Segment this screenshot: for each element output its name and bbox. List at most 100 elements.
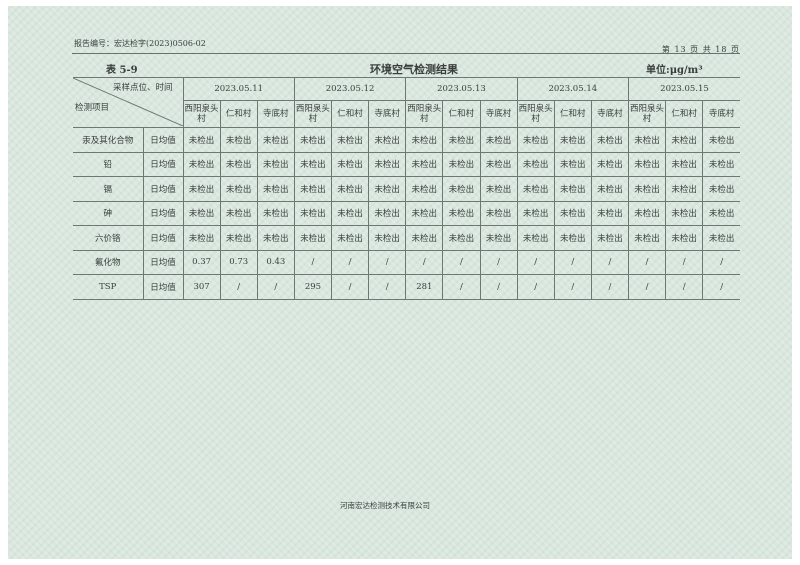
value-cell: /	[442, 274, 481, 300]
value-cell: /	[627, 274, 667, 300]
value-cell: 未检出	[182, 225, 221, 251]
value-cell: /	[702, 249, 740, 275]
page-number: 第 13 页 共 18 页	[661, 45, 740, 54]
value-cell: 未检出	[368, 200, 407, 226]
value-cell: /	[293, 249, 333, 275]
value-cell: /	[553, 249, 592, 275]
value-cell: 未检出	[219, 127, 258, 153]
value-cell: 未检出	[293, 127, 333, 153]
value-cell: 未检出	[553, 200, 592, 226]
value-cell: 未检出	[256, 200, 295, 226]
value-cell: 未检出	[442, 151, 481, 177]
value-cell: 未检出	[442, 176, 481, 202]
value-cell: 未检出	[330, 200, 370, 226]
table-title: 环境空气检测结果	[370, 63, 458, 76]
corner-bottom-label: 检测项目	[75, 103, 110, 113]
value-cell: 未检出	[405, 200, 444, 226]
table-row: TSP 日均值 307//295//281// / / / / / /	[73, 274, 740, 300]
table-row: 铅日均值 未检出 未检出 未检出 未检出 未检出 未检出 未检出 未检出 未检出 未检出 未检出 未检出…	[73, 151, 740, 177]
table-row: 砷日均值 未检出 未检出 未检出 未检出 未检出 未检出 未检出 未检出 未检出 未检出 未检出 未检出…	[73, 200, 740, 226]
value-cell: 未检出	[219, 176, 258, 202]
value-cell: 未检出	[479, 225, 518, 251]
value-cell: 未检出	[182, 127, 221, 153]
report-number: 报告编号：宏达检字(2023)0506-02	[74, 39, 206, 48]
date-header: 2023.05.15	[628, 77, 740, 101]
site-header: 西阳泉头村	[627, 100, 667, 128]
type-cell: 日均值	[142, 127, 184, 153]
value-cell: 未检出	[516, 225, 555, 251]
site-header: 寺底村	[702, 100, 740, 128]
site-header: 西阳泉头村	[293, 100, 333, 128]
table-row: 氟化物 日均值 0.37 0.73 0.43// / / / / / / / / / /	[73, 249, 740, 275]
value-cell: 未检出	[330, 176, 370, 202]
value-cell: /	[368, 274, 407, 300]
value-cell: 未检出	[590, 225, 630, 251]
value-cell: 未检出	[330, 225, 370, 251]
value-cell: 未检出	[368, 225, 407, 251]
type-cell: 日均值	[142, 274, 184, 300]
type-cell: 日均值	[142, 176, 184, 202]
value-cell: 未检出	[293, 151, 333, 177]
value-cell: 未检出	[256, 176, 295, 202]
value-cell: 未检出	[293, 200, 333, 226]
value-cell: /	[256, 274, 295, 300]
value-cell: 295	[293, 274, 333, 300]
value-cell: 未检出	[665, 176, 704, 202]
date-header: 2023.05.11	[182, 77, 295, 101]
value-cell: 未检出	[590, 151, 630, 177]
value-cell: /	[368, 249, 407, 275]
value-cell: 未检出	[665, 127, 704, 153]
table-row: 汞及其化合物 日均值 未检出 未检出 未检出 未检出 未检出 未检出 未检出 未检出 未检出 未检出未…	[73, 127, 740, 153]
table-number: 表 5-9	[106, 65, 138, 76]
value-cell: 未检出	[442, 225, 481, 251]
item-cell: 镉	[73, 176, 144, 202]
value-cell: 未检出	[442, 200, 481, 226]
value-cell: 未检出	[293, 176, 333, 202]
value-cell: 未检出	[219, 225, 258, 251]
value-cell: /	[590, 249, 630, 275]
value-cell: /	[590, 274, 630, 300]
value-cell: /	[665, 249, 704, 275]
results-table: 采样点位、时间 检测项目 2023.05.11 2023.05.12 2023.05.1…	[73, 77, 740, 300]
site-header: 仁和村	[442, 100, 481, 128]
value-cell: 未检出	[516, 127, 555, 153]
value-cell: 未检出	[182, 200, 221, 226]
value-cell: 未检出	[368, 151, 407, 177]
value-cell: /	[665, 274, 704, 300]
value-cell: 未检出	[553, 225, 592, 251]
table-row: 镉日均值 未检出 未检出 未检出 未检出 未检出 未检出 未检出 未检出 未检出 未检出 未检出 未检出…	[73, 176, 740, 202]
type-cell: 日均值	[142, 225, 184, 251]
site-header: 寺底村	[256, 100, 295, 128]
value-cell: 未检出	[405, 225, 444, 251]
value-cell: 未检出	[627, 151, 667, 177]
value-cell: /	[516, 274, 555, 300]
item-cell: 氟化物	[73, 249, 144, 275]
corner-top-label: 采样点位、时间	[112, 83, 173, 93]
value-cell: 未检出	[219, 200, 258, 226]
value-cell: 未检出	[479, 127, 518, 153]
item-cell: 六价铬	[73, 225, 144, 251]
value-cell: 未检出	[702, 176, 740, 202]
value-cell: 未检出	[330, 151, 370, 177]
value-cell: /	[627, 249, 667, 275]
value-cell: /	[405, 249, 444, 275]
value-cell: 未检出	[293, 225, 333, 251]
item-cell: 砷	[73, 200, 144, 226]
value-cell: 未检出	[256, 151, 295, 177]
value-cell: 未检出	[330, 127, 370, 153]
value-cell: 未检出	[702, 127, 740, 153]
site-header: 寺底村	[590, 100, 630, 128]
site-header: 仁和村	[330, 100, 370, 128]
site-header: 仁和村	[553, 100, 592, 128]
site-header: 西阳泉头村	[516, 100, 555, 128]
type-cell: 日均值	[142, 151, 184, 177]
corner-header: 采样点位、时间 检测项目	[73, 77, 184, 128]
item-cell: 铅	[73, 151, 144, 177]
value-cell: 未检出	[553, 176, 592, 202]
value-cell: 未检出	[405, 127, 444, 153]
value-cell: 未检出	[405, 176, 444, 202]
value-cell: 未检出	[627, 200, 667, 226]
value-cell: /	[330, 249, 370, 275]
value-cell: 未检出	[627, 225, 667, 251]
table-unit: 单位:μg/m³	[646, 65, 703, 76]
